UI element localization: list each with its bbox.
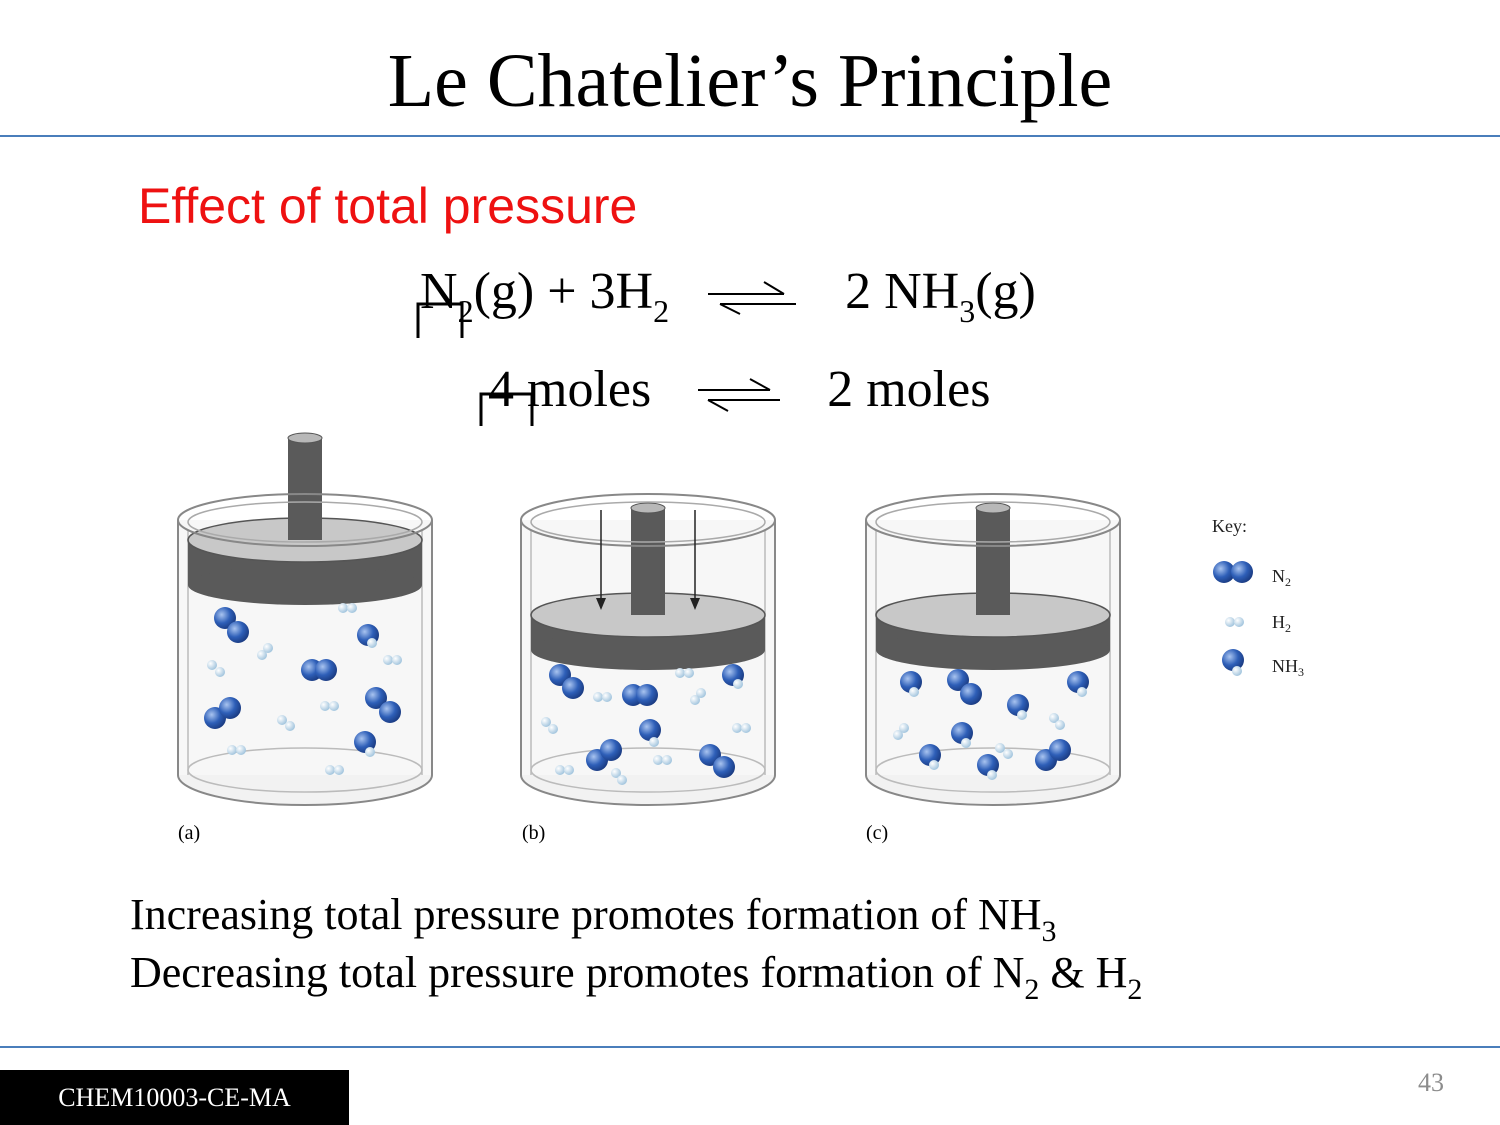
- reactant-n2: N: [420, 263, 458, 320]
- key-n2-sub: 2: [1285, 575, 1291, 589]
- piston-figure: [177, 432, 1253, 806]
- reaction-equation: N2(g) + 3H2 2 NH3(g): [420, 262, 1036, 341]
- reactant-h2-subscript: 2: [653, 293, 670, 329]
- statement-increasing: Increasing total pressure promotes forma…: [130, 888, 1057, 959]
- key-h2: H2: [1272, 612, 1291, 636]
- cylinder-c: [865, 493, 1121, 806]
- statement-increasing-sub: 3: [1041, 915, 1057, 948]
- molecules-b: [541, 664, 751, 785]
- cylinder-a: [177, 432, 433, 806]
- moles-right: 2 moles: [827, 361, 991, 418]
- key-h2-sub: 2: [1285, 621, 1291, 635]
- reactant-state: (g) + 3H: [473, 263, 654, 320]
- key-n2-name: N: [1272, 566, 1285, 586]
- cylinder-b: [520, 493, 776, 806]
- section-subtitle: Effect of total pressure: [138, 178, 638, 234]
- moles-arrows-icon: [698, 378, 781, 412]
- key-nh3-name: NH: [1272, 656, 1298, 676]
- key-title: Key:: [1212, 516, 1247, 536]
- footer-divider: [0, 1046, 1500, 1048]
- statement-decreasing-mid: & H: [1039, 948, 1128, 997]
- moles-left: 4 moles: [488, 361, 652, 418]
- statement-decreasing-sub1: 2: [1024, 973, 1040, 1006]
- bracket-marker-icon: [416, 302, 464, 338]
- statement-decreasing-text: Decreasing total pressure promotes forma…: [130, 948, 1025, 997]
- figure-label-b: (b): [522, 822, 546, 844]
- molecules-a: [204, 603, 402, 775]
- figure-key: [1213, 561, 1253, 676]
- figure-label-c: (c): [866, 822, 889, 844]
- statement-decreasing-sub2: 2: [1127, 973, 1143, 1006]
- product-state: (g): [975, 263, 1036, 320]
- statement-increasing-text: Increasing total pressure promotes forma…: [130, 890, 1042, 939]
- equilibrium-arrows-icon: [708, 281, 797, 315]
- slide-title: Le Chatelier’s Principle: [387, 39, 1113, 123]
- molecules-c: [893, 669, 1089, 780]
- title-divider: [0, 135, 1500, 137]
- key-n2: N2: [1272, 566, 1291, 590]
- bracket-marker-2-icon: [479, 392, 534, 426]
- course-code: CHEM10003-CE-MA: [0, 1070, 349, 1125]
- page-number: 43: [1418, 1068, 1444, 1097]
- product-nh3: 2 NH: [845, 263, 960, 320]
- moles-line: 4 moles 2 moles: [488, 360, 990, 420]
- key-nh3-sub: 3: [1298, 665, 1304, 679]
- key-nh3: NH3: [1272, 656, 1304, 680]
- statement-decreasing: Decreasing total pressure promotes forma…: [130, 946, 1142, 1017]
- product-nh3-subscript: 3: [959, 293, 976, 329]
- figure-label-a: (a): [178, 822, 201, 844]
- key-h2-name: H: [1272, 612, 1285, 632]
